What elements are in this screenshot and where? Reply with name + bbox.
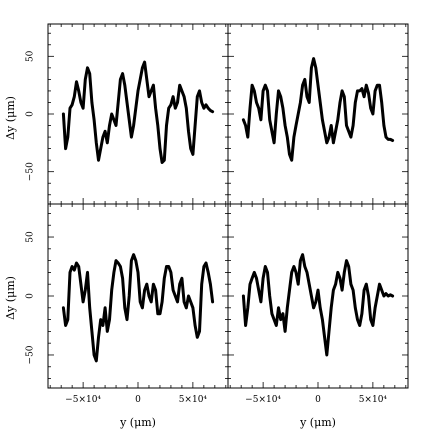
x-tick-label: −5×10⁴ bbox=[65, 395, 101, 405]
y-axis-label-bottom: Δy (μm) bbox=[4, 276, 17, 320]
y-tick-label: 50 bbox=[26, 231, 36, 243]
panel-top-left: −50 0 50 bbox=[26, 23, 229, 205]
x-tick-label: 5×10⁴ bbox=[179, 395, 208, 405]
x-axis-label-left: y (μm) bbox=[119, 416, 156, 429]
x-tick-label: 0 bbox=[135, 395, 141, 405]
y-tick-label: 0 bbox=[26, 293, 36, 299]
y-axis-label-top: Δy (μm) bbox=[4, 96, 17, 140]
series-line bbox=[61, 60, 215, 164]
panel-frame bbox=[227, 23, 409, 205]
x-tick-label: −5×10⁴ bbox=[245, 395, 281, 405]
series-line bbox=[61, 253, 215, 363]
y-tick-label: 50 bbox=[26, 50, 36, 62]
panel-frame bbox=[47, 23, 229, 205]
x-tick-label: 0 bbox=[315, 395, 321, 405]
x-tick-label: 5×10⁴ bbox=[359, 395, 388, 405]
y-tick-label: −50 bbox=[26, 345, 36, 364]
panel-top-right bbox=[227, 23, 409, 205]
panel-bottom-right: −5×10⁴ 0 5×10⁴ bbox=[227, 203, 409, 405]
series-line bbox=[241, 253, 395, 357]
series-line bbox=[241, 57, 395, 162]
panel-bottom-left: −50 0 50 −5×10⁴ 0 5×10⁴ bbox=[26, 203, 229, 405]
y-tick-label: 0 bbox=[26, 111, 36, 117]
y-tick-label: −50 bbox=[26, 162, 36, 181]
panels-group: −50 0 50 −50 0 50 −5×10⁴ 0 5×10⁴ −5×10⁴ 0 5×10⁴ bbox=[26, 23, 409, 405]
x-axis-label-right: y (μm) bbox=[299, 416, 336, 429]
